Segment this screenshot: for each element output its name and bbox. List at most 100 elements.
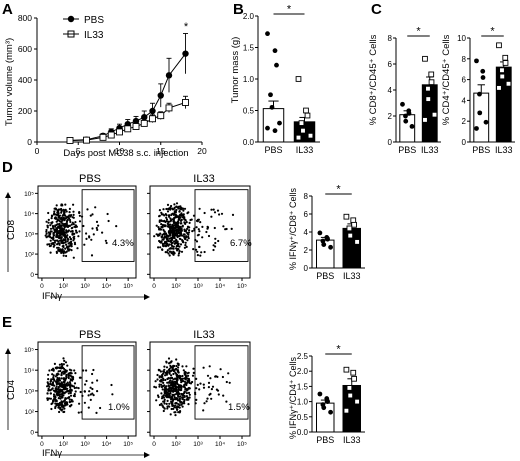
- flow-event: [54, 395, 57, 398]
- flow-event: [200, 251, 203, 254]
- flow-event: [175, 367, 178, 370]
- flow-event: [50, 402, 53, 406]
- flow-event: [94, 206, 97, 209]
- flow-d-il33-x-tick-label: 10³: [193, 283, 203, 290]
- flow-event: [48, 385, 51, 388]
- flow-d-pbs-title: PBS: [79, 173, 101, 185]
- a-data-point: [182, 99, 189, 106]
- flow-event: [84, 383, 87, 386]
- flow-event: [115, 225, 118, 228]
- flow-event: [179, 243, 183, 246]
- flow-event: [163, 368, 166, 371]
- flow-event: [169, 364, 172, 367]
- flow-event: [60, 374, 63, 377]
- flow-event: [158, 228, 161, 231]
- flow-event: [165, 216, 168, 219]
- flow-event: [57, 229, 61, 233]
- flow-event: [87, 394, 90, 397]
- flow-event: [52, 377, 55, 380]
- bar-data-point: [409, 124, 415, 129]
- flow-event: [164, 241, 167, 244]
- flow-event: [47, 389, 50, 392]
- flow-event: [160, 383, 163, 386]
- flow-event: [65, 375, 68, 378]
- flow-event: [101, 231, 104, 234]
- flow-event: [157, 234, 160, 237]
- flow-event: [174, 377, 177, 380]
- bar-data-point: [317, 391, 323, 397]
- flow-event: [111, 393, 114, 396]
- a-data-point: [132, 123, 140, 130]
- flow-event: [176, 408, 179, 411]
- flow-event: [53, 384, 56, 387]
- flow-event: [53, 379, 56, 382]
- flow-event: [170, 387, 173, 390]
- flow-event: [55, 399, 58, 402]
- bar-data-point: [346, 385, 353, 391]
- flow-event: [62, 388, 65, 391]
- flow-event: [56, 239, 59, 242]
- flow-event: [176, 369, 179, 372]
- flow-event: [89, 386, 92, 389]
- flow-event: [60, 233, 63, 236]
- flow-event: [168, 234, 172, 237]
- flow-event: [67, 376, 70, 380]
- flow-event: [83, 390, 86, 393]
- flow-event: [183, 394, 186, 398]
- flow-event: [97, 224, 100, 227]
- bar-data-point: [354, 398, 360, 405]
- flow-event: [169, 413, 172, 416]
- flow-event: [195, 248, 198, 251]
- flow-event: [72, 216, 75, 219]
- flow-event: [50, 214, 54, 217]
- flow-event: [165, 395, 168, 398]
- flow-event: [90, 238, 93, 241]
- bar-y-tick-label: 0.0: [243, 138, 255, 147]
- flow-event: [171, 393, 174, 396]
- flow-event: [160, 211, 163, 214]
- flow-event: [170, 407, 173, 411]
- flow-event: [199, 221, 202, 224]
- significance-star: *: [416, 26, 421, 38]
- bar-data-point: [351, 375, 357, 382]
- flow-event: [67, 392, 70, 395]
- flow-event: [48, 233, 51, 236]
- flow-event: [58, 410, 61, 414]
- flow-event: [54, 387, 57, 390]
- flow-event: [214, 375, 217, 378]
- flow-event: [70, 249, 73, 252]
- flow-event: [91, 392, 94, 395]
- flow-event: [192, 367, 195, 370]
- flow-event: [55, 250, 58, 253]
- flow-event: [168, 243, 171, 246]
- flow-event: [58, 243, 61, 246]
- bar-data-point: [474, 126, 479, 131]
- flow-event: [56, 218, 59, 221]
- flow-event: [106, 212, 109, 216]
- flow-event: [95, 226, 98, 230]
- bar-y-tick-label: 0: [304, 264, 309, 273]
- flow-event: [179, 237, 182, 241]
- bar-pbs: [473, 92, 490, 143]
- flow-e-pbs-y-tick-label: 10³: [25, 388, 35, 395]
- flow-event: [64, 235, 67, 238]
- bar-data-point: [502, 54, 509, 61]
- flow-event: [174, 414, 177, 417]
- flow-event: [62, 208, 65, 211]
- flow-e-pbs-y-tick-label: 0: [30, 430, 34, 437]
- flow-event: [176, 249, 179, 252]
- bar-data-point: [480, 75, 486, 80]
- flow-event: [90, 254, 94, 257]
- flow-event: [177, 366, 180, 369]
- flow-event: [91, 372, 94, 376]
- flow-event: [64, 361, 68, 364]
- flow-event: [157, 369, 161, 372]
- flow-event: [184, 244, 187, 247]
- bar-data-point: [268, 92, 273, 98]
- flow-event: [216, 375, 219, 378]
- flow-event: [60, 204, 63, 207]
- flow-event: [188, 229, 191, 232]
- flow-event: [190, 218, 193, 221]
- flow-event: [217, 393, 220, 396]
- flow-event: [196, 250, 199, 253]
